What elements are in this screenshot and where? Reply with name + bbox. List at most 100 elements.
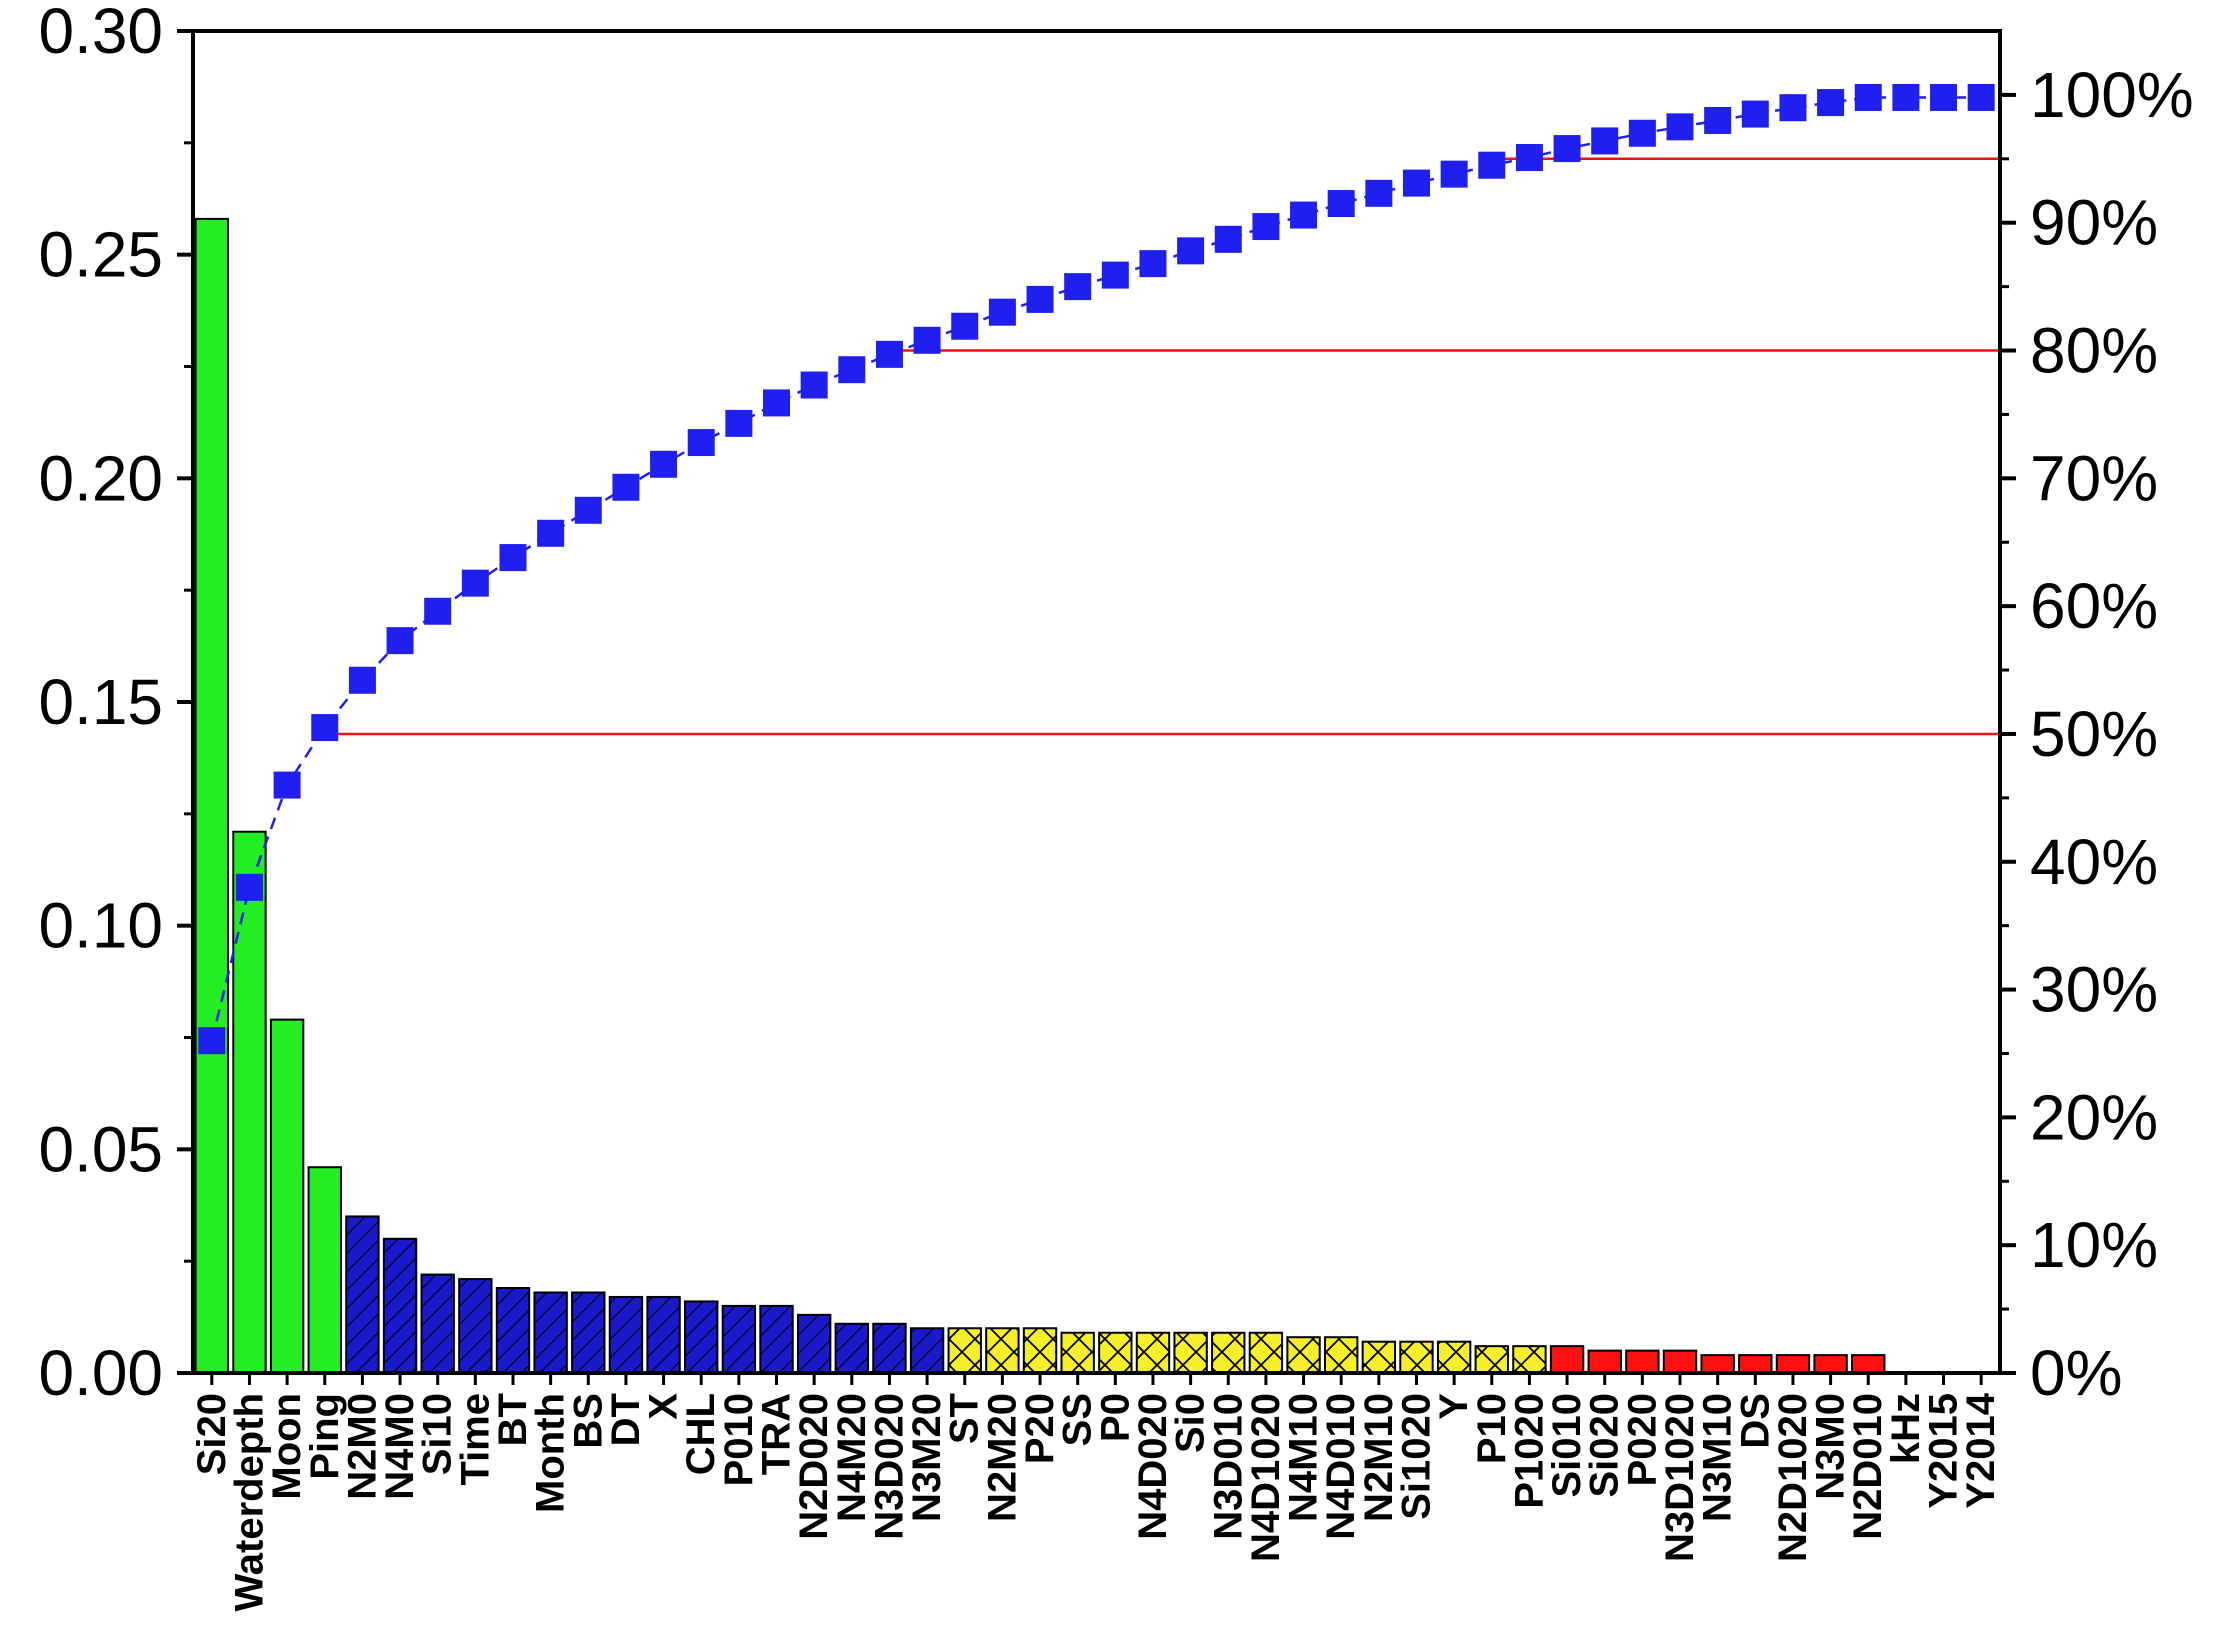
category-label-n3d010: N3D010	[1206, 1393, 1250, 1540]
bar-tra	[759, 1304, 794, 1375]
category-label-si020: Si020	[1583, 1393, 1627, 1498]
cumulative-marker-si010	[1553, 135, 1581, 163]
bar-moon	[269, 1018, 305, 1374]
category-label-n3m10: N3M10	[1696, 1393, 1740, 1522]
category-label-ds: DS	[1733, 1393, 1777, 1449]
cumulative-marker-p1020	[1515, 144, 1543, 172]
bar-n2m10	[1361, 1340, 1397, 1374]
category-label-n2m0: N2M0	[340, 1393, 384, 1500]
bar-p0	[1098, 1331, 1133, 1374]
cumulative-marker-n3d010	[1214, 225, 1242, 253]
cumulative-marker-n3d020	[875, 340, 903, 368]
cumulative-marker-bs	[574, 496, 602, 524]
bar-chl	[684, 1300, 719, 1375]
left-tick-label: 0.15	[38, 666, 163, 738]
category-label-p20: P20	[1018, 1393, 1062, 1464]
right-tick-label: 20%	[2030, 1081, 2158, 1153]
cumulative-markers-layer	[198, 83, 1995, 1055]
bars-layer	[194, 217, 1886, 1375]
category-label-st: ST	[943, 1393, 987, 1444]
cumulative-marker-tra	[763, 389, 791, 417]
cumulative-marker-si020	[1591, 127, 1619, 155]
bar-dt	[608, 1295, 644, 1374]
bar-ping	[307, 1166, 342, 1374]
category-label-si10: Si10	[416, 1393, 460, 1475]
bar-p020	[1625, 1349, 1660, 1375]
category-label-p010: P010	[717, 1393, 761, 1486]
right-tick-label: 60%	[2030, 570, 2158, 642]
cumulative-marker-si0	[1177, 237, 1205, 265]
cumulative-marker-n2d1020	[1779, 94, 1807, 122]
cumulative-marker-n4d1020	[1252, 213, 1280, 241]
category-label-y2014: Y2014	[1959, 1392, 2003, 1508]
category-label-p1020: P1020	[1507, 1393, 1551, 1509]
cumulative-marker-n4d020	[1139, 250, 1167, 278]
cumulative-marker-n2d020	[800, 371, 828, 399]
cumulative-marker-n4m10	[1290, 201, 1318, 229]
bar-n2d1020	[1775, 1354, 1811, 1374]
bar-n4m20	[834, 1322, 869, 1375]
cumulative-marker-n3m10	[1704, 106, 1732, 134]
category-label-si1020: Si1020	[1394, 1393, 1438, 1520]
category-label-y: Y	[1432, 1393, 1476, 1420]
category-label-n2d1020: N2D1020	[1771, 1393, 1815, 1562]
category-label-n4m0: N4M0	[378, 1393, 422, 1500]
category-label-p020: P020	[1620, 1393, 1664, 1486]
category-label-n2d020: N2D020	[792, 1393, 836, 1540]
category-label-p0: P0	[1093, 1393, 1137, 1442]
bar-n4d020	[1135, 1331, 1171, 1374]
bar-y	[1436, 1340, 1472, 1374]
cumulative-marker-p0	[1101, 261, 1129, 289]
cumulative-marker-st	[951, 312, 979, 340]
cumulative-marker-moon	[273, 771, 301, 799]
cumulative-marker-p020	[1628, 119, 1656, 147]
bar-n3m0	[1813, 1354, 1848, 1374]
category-label-ping: Ping	[303, 1393, 347, 1480]
cumulative-marker-waterdepth	[235, 873, 263, 901]
cumulative-marker-si20	[198, 1027, 226, 1055]
bar-bt	[495, 1287, 531, 1375]
bar-st	[947, 1327, 982, 1375]
bar-ds	[1738, 1354, 1773, 1374]
cumulative-marker-si10	[424, 597, 452, 625]
cumulative-marker-time	[461, 569, 489, 597]
category-label-si0: Si0	[1169, 1393, 1213, 1453]
left-tick-label: 0.25	[38, 219, 163, 291]
cumulative-marker-chl	[687, 429, 715, 457]
cumulative-marker-n2m20	[988, 298, 1016, 326]
bar-n2d020	[796, 1313, 832, 1374]
category-label-n4m20: N4M20	[830, 1393, 874, 1522]
left-tick-label: 0.10	[38, 890, 163, 962]
bar-si020	[1587, 1349, 1622, 1375]
category-label-bs: BS	[566, 1393, 610, 1449]
category-label-n3m20: N3M20	[905, 1393, 949, 1522]
bar-si20	[194, 217, 230, 1374]
bar-n2d010	[1851, 1354, 1886, 1374]
left-tick-label: 0.05	[38, 1113, 163, 1185]
cumulative-marker-n3m0	[1817, 89, 1845, 117]
category-label-si010: Si010	[1545, 1393, 1589, 1498]
cumulative-marker-x	[650, 450, 678, 478]
bar-n3m10	[1700, 1354, 1735, 1374]
cumulative-marker-n4m0	[386, 627, 414, 655]
category-label-n3d020: N3D020	[867, 1393, 911, 1540]
bar-si010	[1549, 1345, 1585, 1375]
cumulative-marker-n3d1020	[1666, 113, 1694, 141]
cumulative-marker-n2m0	[348, 666, 376, 694]
bar-month	[533, 1291, 568, 1374]
category-label-dt: DT	[604, 1393, 648, 1446]
cumulative-marker-month	[537, 519, 565, 547]
right-tick-label: 40%	[2030, 826, 2158, 898]
category-label-chl: CHL	[679, 1393, 723, 1475]
cumulative-marker-y2014	[1967, 83, 1995, 111]
bar-n3m20	[909, 1327, 945, 1375]
category-label-n2m10: N2M10	[1357, 1393, 1401, 1522]
cumulative-marker-p010	[725, 409, 753, 437]
cumulative-marker-n2m10	[1365, 179, 1393, 207]
bar-p10	[1474, 1345, 1509, 1375]
right-tick-label: 80%	[2030, 315, 2158, 387]
right-tick-label: 30%	[2030, 954, 2158, 1026]
category-label-n3m0: N3M0	[1809, 1393, 1853, 1500]
category-label-n4d010: N4D010	[1319, 1393, 1363, 1540]
left-tick-label: 0.20	[38, 442, 163, 514]
